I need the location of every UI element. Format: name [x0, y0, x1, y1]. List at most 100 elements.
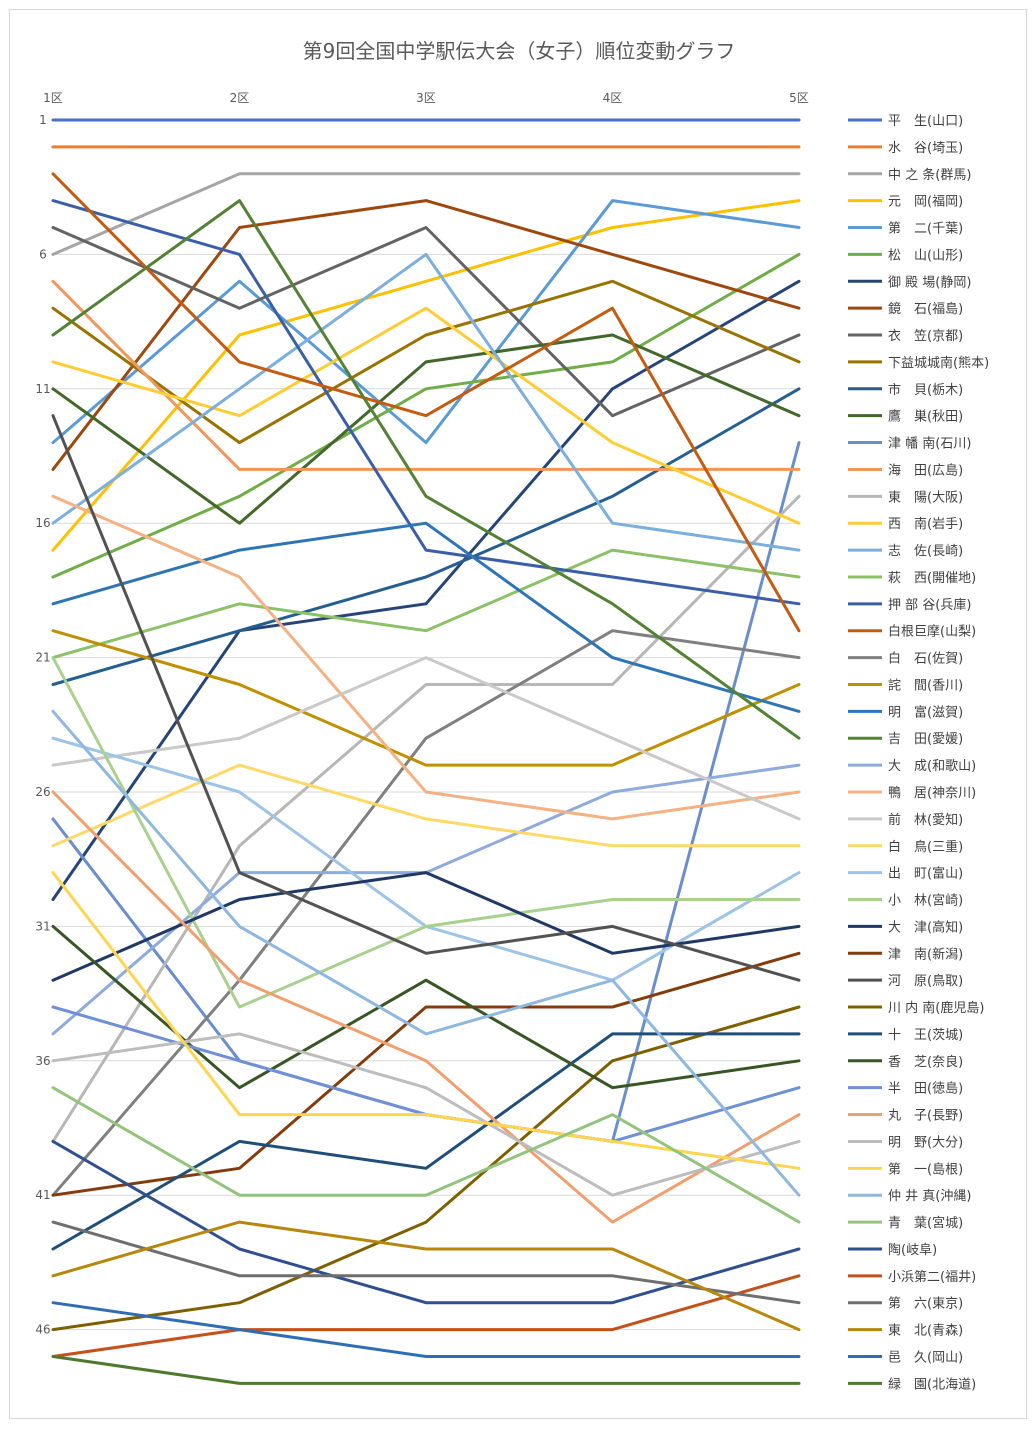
legend-label: 川 内 南(鹿児島)	[888, 1000, 984, 1016]
legend-label: 詫 間(香川)	[888, 678, 963, 693]
series-line	[51, 763, 801, 848]
chart-frame: 第9回全国中学駅伝大会（女子）順位変動グラフ 1区 2区 3区 4区 5区 1 6 11 16…	[9, 9, 1027, 1419]
series-line	[51, 1355, 801, 1385]
series-line	[51, 521, 801, 713]
series-line	[51, 226, 801, 418]
legend-label: 鴨 居(神奈川)	[888, 786, 976, 801]
series-line	[51, 306, 801, 525]
x-tick-label: 2区	[230, 91, 250, 105]
legend-label: 河 原(鳥取)	[888, 974, 963, 989]
series-line	[51, 1005, 801, 1143]
series-line	[51, 871, 801, 1170]
legend-label: 御 殿 場(静岡)	[888, 275, 971, 290]
x-tick-label: 4区	[603, 91, 623, 105]
legend-label: 青 葉(宮城)	[888, 1215, 963, 1231]
series-line	[51, 414, 801, 982]
legend-label: 大 津(高知)	[888, 919, 963, 935]
series-line	[51, 1220, 801, 1332]
y-tick-label: 36	[35, 1054, 50, 1068]
legend-label: 海 田(広島)	[888, 463, 963, 478]
y-tick-label: 46	[35, 1323, 50, 1337]
legend-label: 邑 久(岡山)	[888, 1350, 963, 1365]
y-tick-label: 31	[35, 919, 50, 933]
legend-label: 明 富(滋賀)	[888, 704, 963, 720]
series-line	[51, 709, 801, 1197]
series-line	[51, 199, 801, 471]
series-line	[51, 1005, 801, 1332]
legend-label: 萩 西(開催地)	[888, 571, 976, 586]
series-line	[51, 790, 801, 1224]
legend-label: 津 南(新潟)	[888, 946, 963, 962]
legend-label: 仲 井 真(沖縄)	[888, 1189, 971, 1204]
legend-label: 東 北(青森)	[888, 1323, 963, 1339]
y-tick-label: 16	[35, 516, 50, 530]
legend-label: 香 芝(奈良)	[888, 1054, 963, 1070]
legend-label: 出 町(富山)	[888, 866, 963, 882]
series-line	[51, 252, 801, 579]
series-line	[51, 333, 801, 525]
series-lines	[51, 118, 801, 1385]
legend-label: 東 陽(大阪)	[888, 489, 963, 505]
legend-label: 半 田(徳島)	[888, 1082, 963, 1097]
series-line	[51, 199, 801, 445]
legend-label: 小 林(宮崎)	[888, 893, 963, 909]
series-line	[51, 1032, 801, 1197]
legend-label: 市 貝(栃木)	[888, 382, 963, 398]
legend-label: 平 生(山口)	[888, 114, 963, 129]
y-tick-label: 41	[35, 1188, 50, 1202]
x-tick-label: 3区	[416, 91, 436, 105]
chart-title: 第9回全国中学駅伝大会（女子）順位変動グラフ	[303, 39, 736, 63]
legend-label: 第 六(東京)	[888, 1296, 963, 1312]
x-tick-label: 5区	[789, 91, 809, 105]
legend-label: 小浜第二(福井)	[888, 1270, 976, 1285]
series-line	[51, 1220, 801, 1305]
series-line	[51, 387, 801, 686]
series-line	[51, 656, 801, 821]
series-line	[51, 629, 801, 767]
x-axis-labels: 1区 2区 3区 4区 5区	[43, 91, 809, 105]
series-line	[51, 494, 801, 821]
y-tick-label: 11	[35, 382, 50, 396]
series-line	[51, 172, 801, 256]
series-line	[51, 252, 801, 552]
legend-label: 西 南(岩手)	[888, 516, 963, 532]
y-tick-label: 1	[39, 113, 47, 127]
series-line	[51, 1086, 801, 1224]
legend-label: 第 一(島根)	[888, 1162, 963, 1177]
legend-label: 元 岡(福岡)	[888, 195, 963, 210]
legend-label: 陶(岐阜)	[888, 1242, 937, 1258]
series-line	[51, 629, 801, 1197]
series-line	[51, 199, 801, 606]
series-line	[51, 548, 801, 660]
legend-label: 松 山(山形)	[888, 248, 963, 263]
series-line	[51, 199, 801, 740]
legend-label: 明 野(大分)	[888, 1135, 963, 1150]
legend-label: 鷹 巣(秋田)	[888, 410, 963, 425]
series-line	[51, 172, 801, 633]
legend-label: 緑 園(北海道)	[888, 1377, 976, 1392]
legend-label: 第 二(千葉)	[888, 222, 963, 237]
y-tick-label: 26	[35, 785, 50, 799]
y-tick-label: 21	[35, 651, 50, 665]
legend-label: 下益城城南(熊本)	[888, 355, 989, 371]
legend-label: 衣 笠(京都)	[888, 328, 963, 344]
series-line	[51, 1301, 801, 1358]
series-line	[51, 656, 801, 1009]
series-line	[51, 494, 801, 1143]
legend-label: 白根巨摩(山梨)	[888, 624, 976, 640]
series-line	[51, 1274, 801, 1358]
legend-label: 大 成(和歌山)	[888, 759, 976, 774]
series-line	[51, 1032, 801, 1251]
legend-label: 白 石(佐賀)	[888, 651, 963, 667]
gridlines	[53, 119, 799, 1331]
legend-label: 十 王(茨城)	[888, 1028, 963, 1043]
legend-label: 押 部 谷(兵庫)	[888, 598, 971, 613]
legend-label: 鏡 石(福島)	[888, 302, 963, 317]
legend-label: 津 幡 南(石川)	[888, 436, 971, 452]
legend-label: 中 之 条(群馬)	[888, 167, 971, 183]
rank-chart: 第9回全国中学駅伝大会（女子）順位変動グラフ 1区 2区 3区 4区 5区 161116…	[35, 39, 989, 1392]
legend-label: 白 鳥(三重)	[888, 839, 963, 855]
legend-label: 丸 子(長野)	[888, 1109, 963, 1124]
legend-label: 吉 田(愛媛)	[888, 732, 963, 747]
